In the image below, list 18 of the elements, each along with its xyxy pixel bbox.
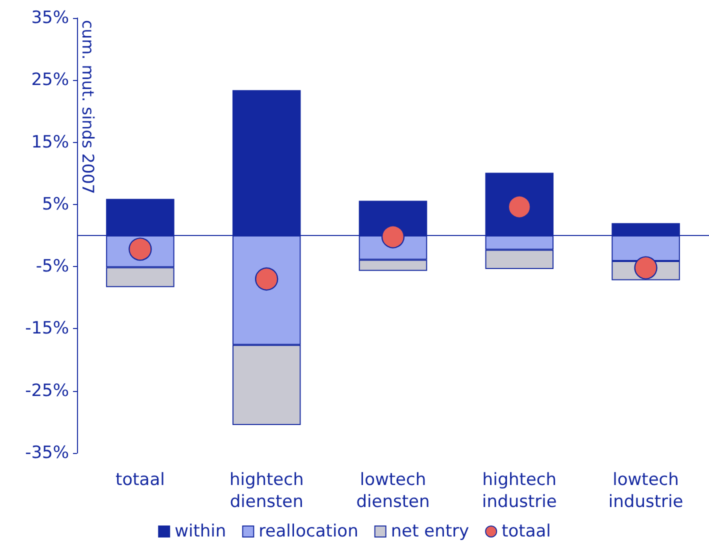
y-tick-label: 25% xyxy=(31,70,69,90)
x-tick-label: lowtech diensten xyxy=(356,470,430,512)
y-tick-label: -25% xyxy=(25,380,69,401)
y-tick-label: 15% xyxy=(31,132,69,152)
y-tick-label: -15% xyxy=(25,318,69,339)
legend-label: totaal xyxy=(502,522,551,542)
y-tick-label: -5% xyxy=(36,256,69,277)
x-tick-label: totaal xyxy=(116,470,165,490)
x-tick-label: hightech diensten xyxy=(229,470,304,512)
legend-label: net entry xyxy=(390,522,470,542)
y-tick-label: 5% xyxy=(42,194,69,214)
y-tick-label: -35% xyxy=(25,443,69,463)
y-axis-title: cum. mut. sinds 2007 xyxy=(78,20,98,194)
legend-label: reallocation xyxy=(258,522,358,542)
y-tick-label: 35% xyxy=(31,8,69,28)
x-tick-label: hightech industrie xyxy=(482,470,557,512)
x-tick-label: lowtech industrie xyxy=(608,470,684,512)
legend-label: within xyxy=(174,522,226,542)
